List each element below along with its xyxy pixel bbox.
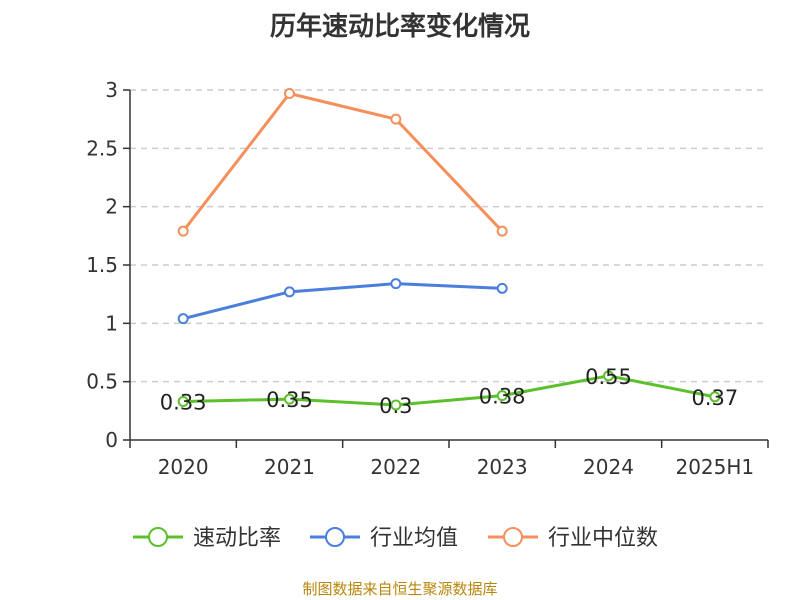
series-line	[183, 374, 716, 407]
axes: 0 0.5 1 1.5 2 2.5 3 2020 2021 2022 2023 2024 2025H1	[86, 78, 769, 479]
data-labels: 0.33 0.35 0.3 0.38 0.55 0.37	[160, 365, 738, 418]
legend-label: 行业均值	[370, 526, 458, 551]
y-tick-label: 3	[105, 78, 118, 102]
y-tick-label: 2	[105, 195, 118, 219]
data-label: 0.35	[266, 388, 313, 412]
x-tick-label: 2025H1	[675, 455, 754, 479]
series-point	[390, 113, 402, 125]
y-tick-label: 0	[105, 428, 118, 452]
series-point	[390, 399, 402, 411]
series-point	[284, 286, 295, 298]
data-label: 0.38	[479, 385, 526, 409]
chart-title: 历年速动比率变化情况	[269, 12, 530, 42]
series-point	[177, 225, 189, 237]
series-point	[390, 278, 402, 290]
y-tick-label: 0.5	[86, 370, 118, 394]
series-point	[284, 393, 295, 405]
legend-label: 行业中位数	[548, 526, 658, 551]
series-point	[496, 225, 508, 237]
y-tick-label: 2.5	[86, 136, 118, 160]
legend-marker	[148, 527, 168, 547]
series-point	[603, 370, 614, 382]
x-tick-label: 2022	[370, 455, 421, 479]
series-point	[177, 396, 189, 407]
data-label: 0.37	[691, 386, 738, 410]
data-label: 0.3	[379, 394, 412, 418]
series-point	[177, 313, 189, 325]
legend-label: 速动比率	[193, 526, 281, 551]
series-point	[709, 391, 721, 403]
source-note: 制图数据来自恒生聚源数据库	[302, 580, 498, 598]
legend-marker	[325, 527, 345, 547]
series-point	[284, 88, 295, 99]
series-line	[182, 282, 503, 321]
y-tick-label: 1.5	[86, 253, 118, 277]
series-lines	[177, 88, 721, 411]
x-tick-label: 2021	[264, 455, 315, 479]
grid-lines	[130, 89, 768, 383]
series-point	[496, 390, 508, 402]
x-tick-label: 2024	[583, 455, 634, 479]
series-point	[496, 282, 508, 294]
y-tick-label: 1	[105, 311, 118, 335]
x-tick-label: 2020	[158, 455, 209, 479]
x-tick-label: 2023	[477, 455, 528, 479]
legend: 速动比率 行业均值 行业中位数	[133, 526, 658, 551]
legend-marker	[503, 527, 523, 547]
data-label: 0.33	[160, 391, 207, 415]
data-label: 0.55	[585, 365, 632, 389]
series-line	[181, 92, 504, 233]
